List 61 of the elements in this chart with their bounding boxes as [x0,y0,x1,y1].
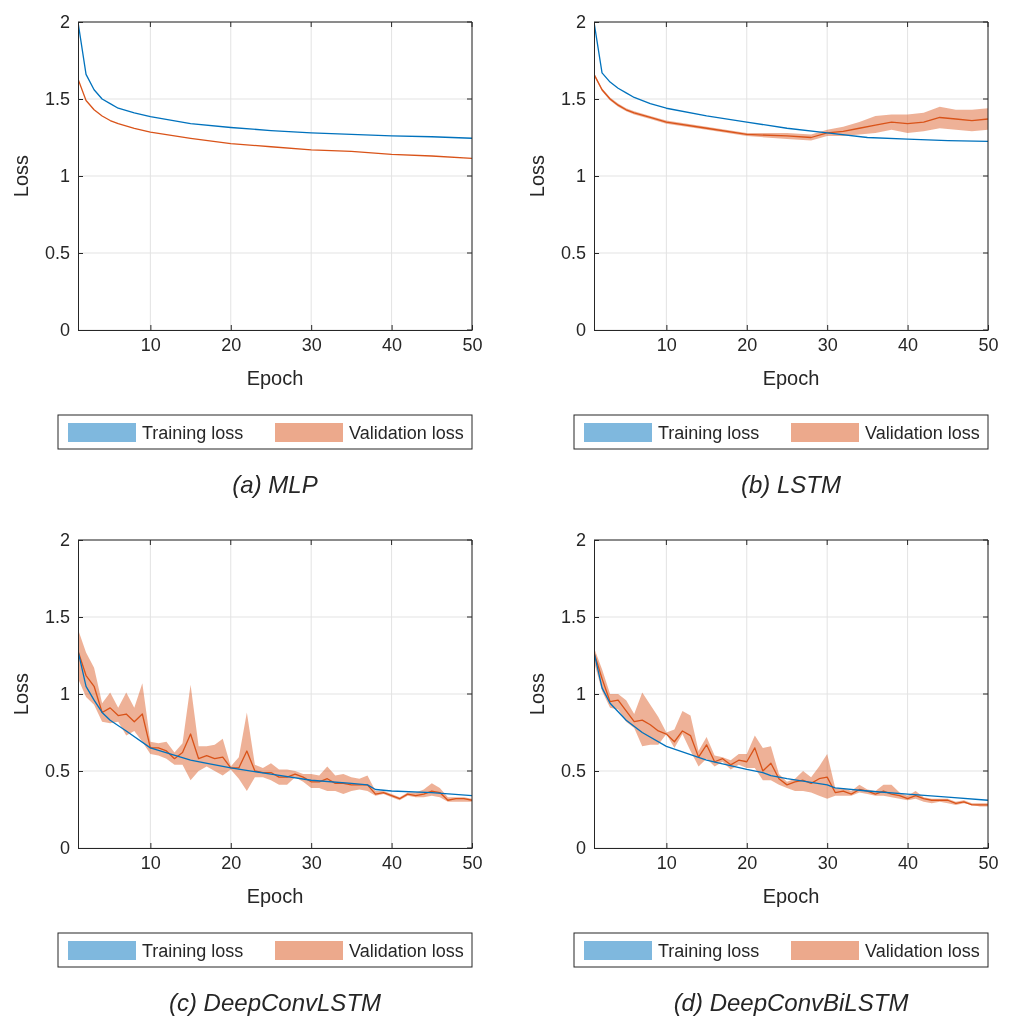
y-tick-label: 0.5 [560,761,586,782]
y-tick-label: 1.5 [560,89,586,110]
x-tick-label: 40 [898,334,919,355]
x-tick-label: 40 [382,852,403,873]
y-tick-label: 0.5 [560,243,586,264]
legend-label: Validation loss [349,941,464,961]
legend-label: Training loss [658,423,760,443]
legend-label: Validation loss [865,423,980,443]
x-axis-title: Epoch [762,367,820,389]
legend-label: Validation loss [349,423,464,443]
x-tick-label: 10 [656,334,677,355]
x-tick-label: 50 [462,334,483,355]
x-tick-label: 50 [978,334,999,355]
x-tick-label: 30 [817,334,838,355]
y-axis-title: Loss [526,672,548,716]
x-axis-title: Epoch [246,367,304,389]
text: (b) LSTM [740,471,842,498]
x-tick-label: 40 [898,852,919,873]
text: (d) DeepConvBiLSTM [673,989,909,1016]
y-tick-label: 0.5 [44,761,70,782]
x-tick-label: 10 [140,852,161,873]
y-tick-label: 2 [59,530,70,551]
y-tick-label: 2 [575,530,586,551]
x-axis-title: Epoch [762,885,820,907]
x-tick-label: 30 [301,334,322,355]
y-tick-label: 0 [59,320,70,341]
y-tick-label: 1.5 [44,89,70,110]
y-tick-label: 2 [575,12,586,33]
x-tick-label: 20 [221,334,242,355]
text: (c) DeepConvLSTM [168,989,382,1016]
x-tick-label: 20 [737,334,758,355]
y-axis-title: Loss [526,154,548,198]
y-tick-label: 2 [59,12,70,33]
y-tick-label: 1 [575,684,586,705]
x-tick-label: 30 [817,852,838,873]
legend-label: Training loss [142,423,244,443]
legend-label: Validation loss [865,941,980,961]
y-tick-label: 0 [575,838,586,859]
y-axis-title: Loss [10,154,32,198]
y-tick-label: 1 [575,166,586,187]
y-tick-label: 0 [59,838,70,859]
y-tick-label: 1 [59,684,70,705]
y-axis-title: Loss [10,672,32,716]
y-tick-label: 1 [59,166,70,187]
x-tick-label: 50 [462,852,483,873]
y-tick-label: 1.5 [560,607,586,628]
legend-label: Training loss [142,941,244,961]
text: (a) MLP [232,471,318,498]
x-tick-label: 50 [978,852,999,873]
y-tick-label: 0.5 [44,243,70,264]
x-tick-label: 20 [221,852,242,873]
x-axis-title: Epoch [246,885,304,907]
x-tick-label: 10 [140,334,161,355]
line-series [78,78,472,159]
x-tick-label: 20 [737,852,758,873]
y-tick-label: 1.5 [44,607,70,628]
legend-label: Training loss [658,941,760,961]
x-tick-label: 10 [656,852,677,873]
x-tick-label: 40 [382,334,403,355]
x-tick-label: 30 [301,852,322,873]
y-tick-label: 0 [575,320,586,341]
